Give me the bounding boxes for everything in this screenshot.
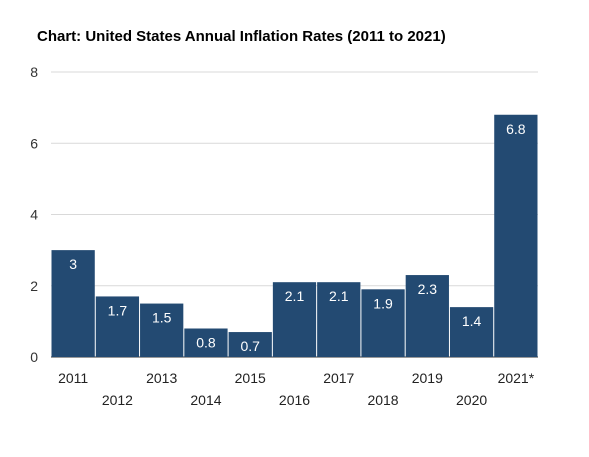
bar <box>317 282 361 357</box>
y-tick-label: 8 <box>30 64 38 80</box>
data-label: 2.1 <box>285 288 305 304</box>
data-label: 1.7 <box>108 302 128 318</box>
bar <box>361 289 405 357</box>
data-label: 3 <box>69 256 77 272</box>
x-tick-label: 2011 <box>58 370 88 386</box>
x-tick-label: 2013 <box>146 370 177 386</box>
bar-layer <box>51 114 538 357</box>
bar <box>228 332 272 357</box>
data-label: 1.4 <box>462 313 482 329</box>
x-tick-label: 2015 <box>235 370 266 386</box>
y-tick-label: 6 <box>30 135 38 151</box>
y-tick-label: 4 <box>30 207 38 223</box>
x-tick-label: 2018 <box>367 392 398 408</box>
chart-title: Chart: United States Annual Inflation Ra… <box>37 28 446 45</box>
data-label: 2.3 <box>418 281 438 297</box>
bar <box>405 275 449 357</box>
bar <box>51 250 95 357</box>
x-tick-label: 2017 <box>323 370 354 386</box>
bar <box>449 307 494 357</box>
data-label: 0.8 <box>196 335 216 351</box>
x-tick-label: 2020 <box>456 392 487 408</box>
bar <box>140 303 184 357</box>
data-label: 1.5 <box>152 310 172 326</box>
x-tick-label: 2019 <box>412 370 443 386</box>
label-layer: 0 2 4 6 8 3 2011 1.7 2012 1.5 2013 0.8 2014 0.7 2015 2.… <box>30 64 535 408</box>
data-label: 0.7 <box>240 338 260 354</box>
x-tick-label: 2014 <box>190 392 221 408</box>
bar <box>184 328 228 357</box>
x-tick-label: 2016 <box>279 392 310 408</box>
data-label: 6.8 <box>506 121 526 137</box>
y-tick-label: 0 <box>30 349 38 365</box>
bar <box>494 114 538 357</box>
bar <box>272 282 317 357</box>
data-label: 2.1 <box>329 288 349 304</box>
data-label: 1.9 <box>373 295 393 311</box>
x-tick-label: 2021* <box>498 370 535 386</box>
y-tick-label: 2 <box>30 278 38 294</box>
x-tick-label: 2012 <box>102 392 133 408</box>
bar <box>95 296 140 357</box>
